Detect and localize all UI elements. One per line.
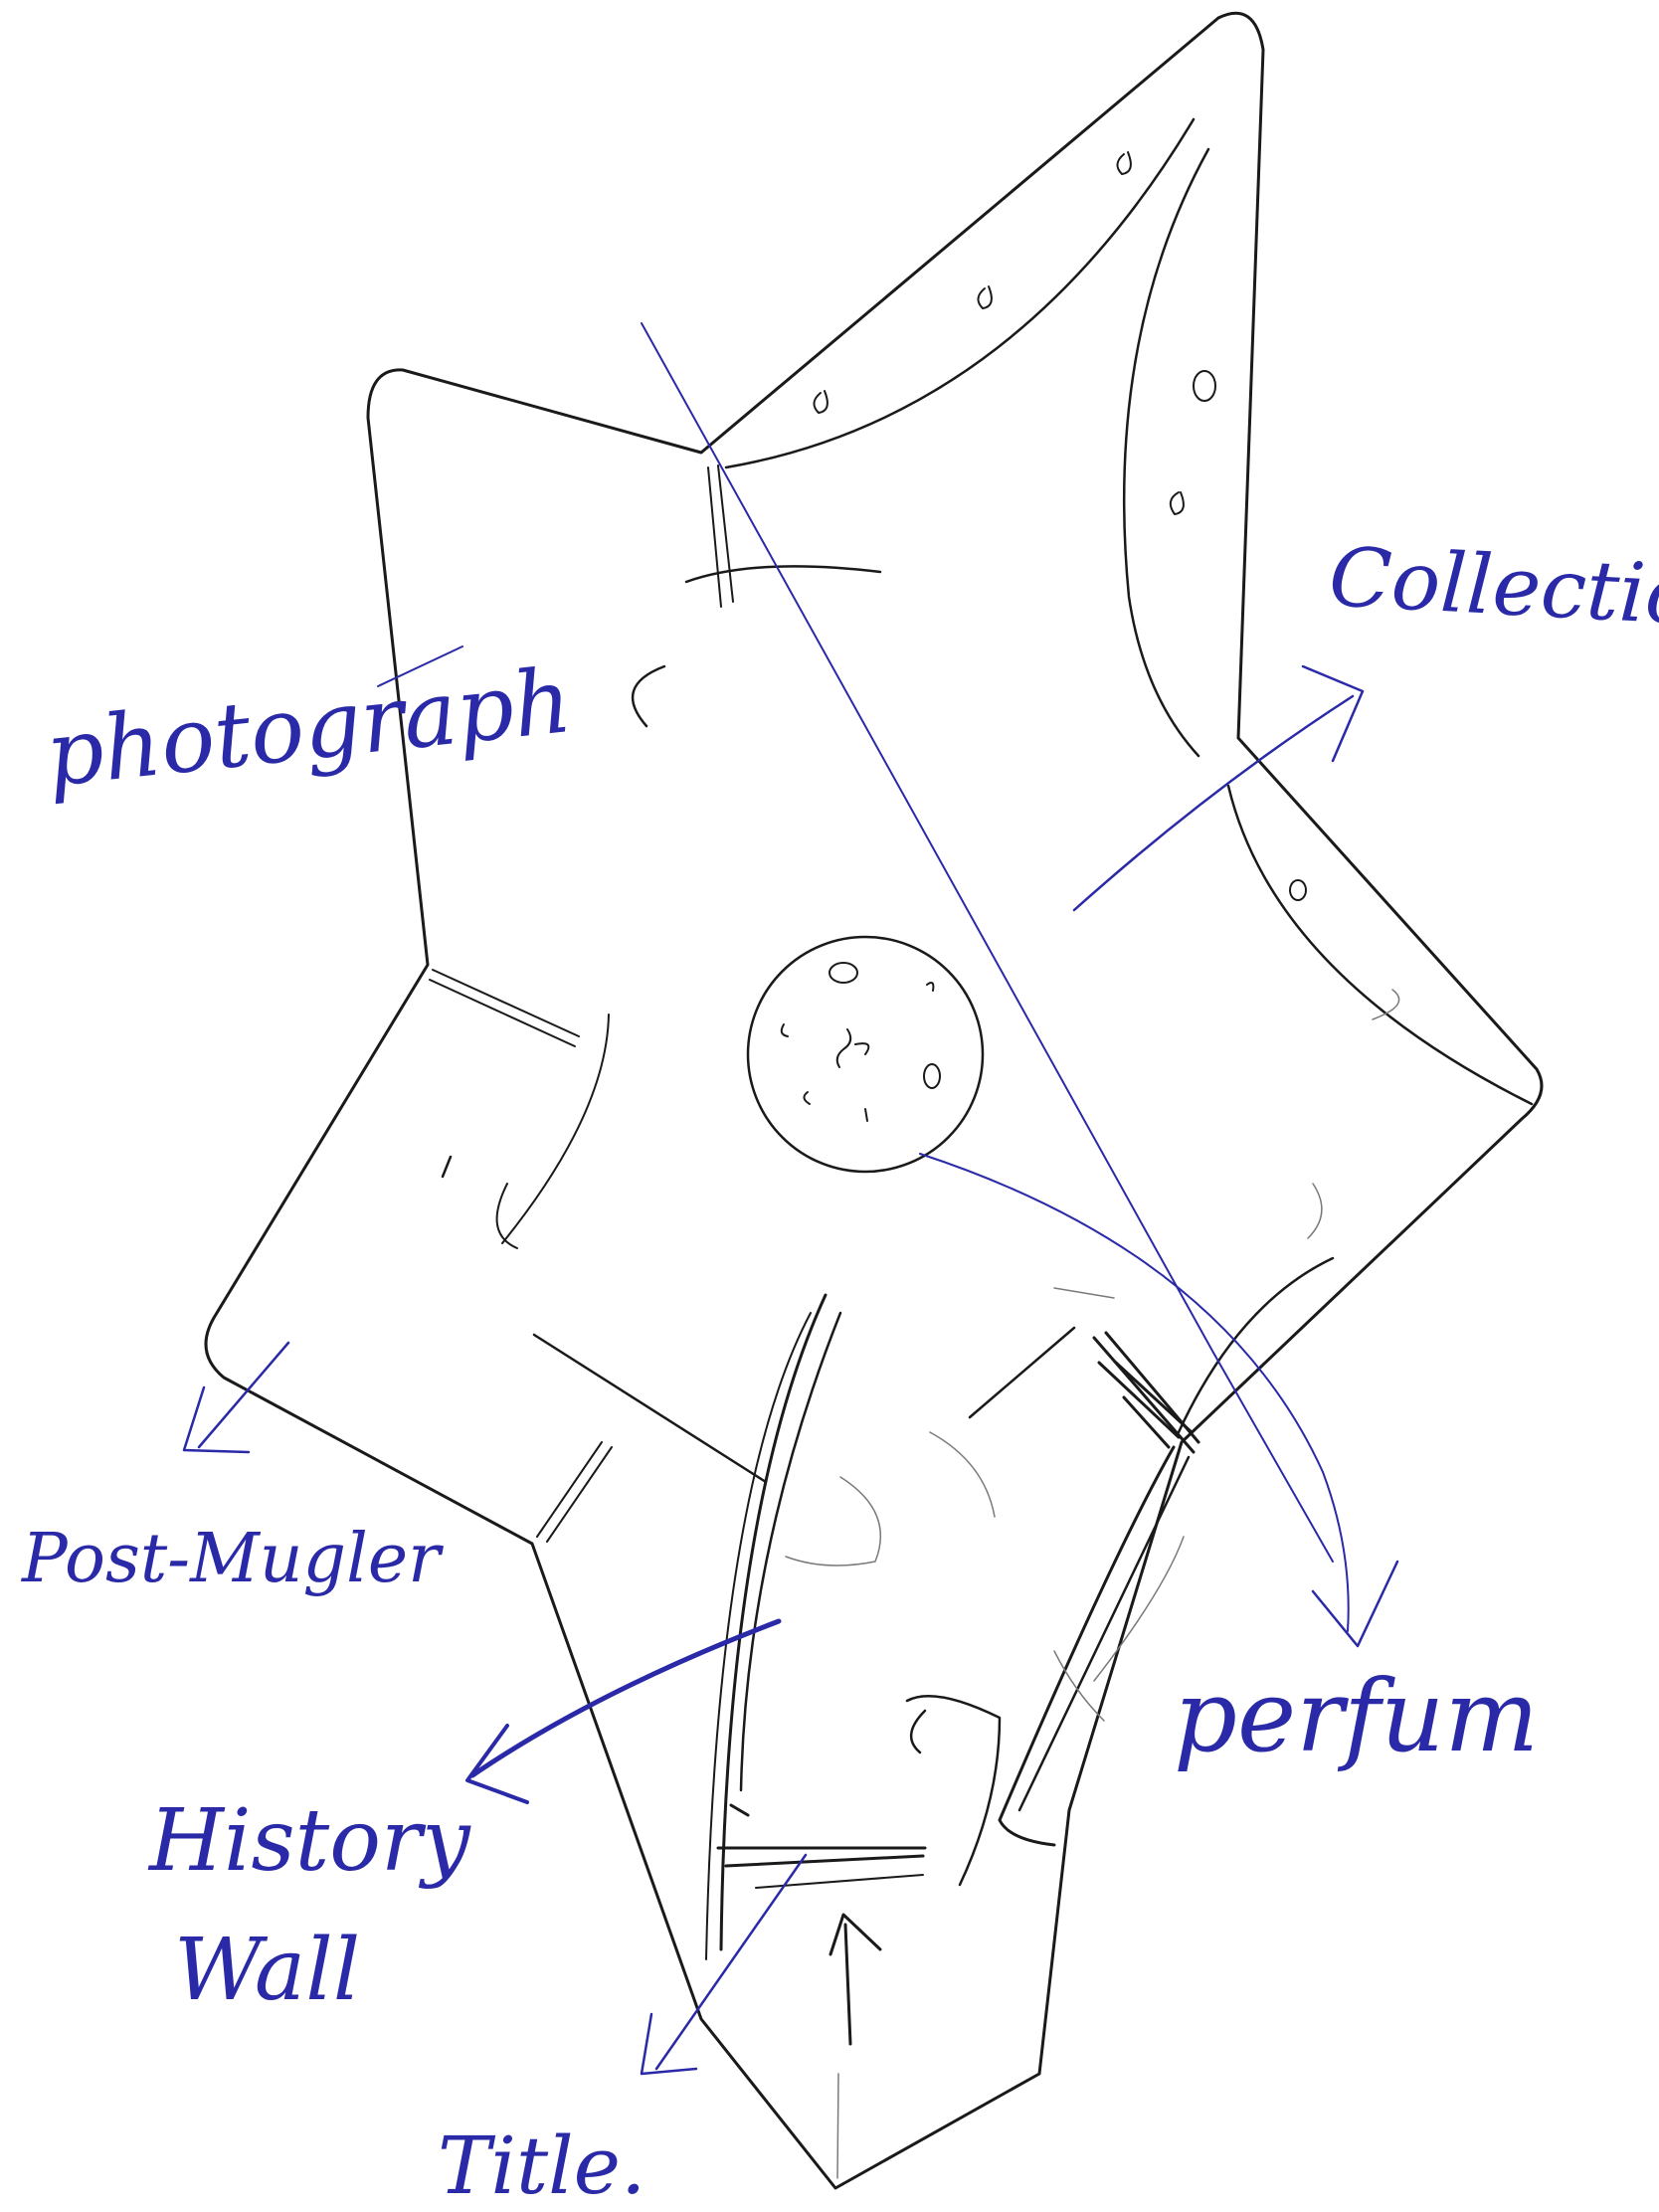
perfum-leader-curve xyxy=(919,1153,1350,1632)
perfume-display-inner xyxy=(1017,1455,1191,1812)
title-arrowhead xyxy=(640,2012,698,2076)
sight-line xyxy=(641,322,1334,1563)
label-history: History xyxy=(147,1791,471,1891)
lower-center-diagonal xyxy=(968,1326,1076,1419)
collections-arrow-shaft xyxy=(1072,694,1355,912)
upper-bench-end xyxy=(631,664,666,728)
title-wall-c xyxy=(755,1874,924,1889)
post-mugler-arrowhead xyxy=(182,1385,251,1454)
left-small-mark xyxy=(441,1155,453,1179)
upper-arm-exhibits xyxy=(813,151,1307,901)
history-wall-tick xyxy=(729,1803,750,1817)
photograph-stroke xyxy=(377,645,463,687)
label-post-mugler: Post-Mugler xyxy=(20,1520,444,1598)
left-inner-hook xyxy=(495,1183,518,1249)
star-outline-path xyxy=(204,11,1544,2190)
center-round-display xyxy=(746,935,985,1174)
bottom-right-curved-wall xyxy=(1177,1256,1335,1434)
history-wall-inner xyxy=(739,1311,842,1792)
handwritten-labels: Collections photograph Post-Mugler perfu… xyxy=(20,530,1659,2212)
upper-entrance-wall-a xyxy=(707,466,722,608)
post-mugler-arrow-shaft xyxy=(197,1341,290,1449)
label-wall: Wall xyxy=(174,1921,360,2020)
title-wall-b xyxy=(724,1854,925,1868)
star-floor-outline xyxy=(204,11,1544,2190)
label-title: Title. xyxy=(438,2120,645,2212)
left-inner-curve xyxy=(501,1014,610,1244)
left-entrance-wall-b xyxy=(429,979,576,1047)
left-entrance-wall-a xyxy=(432,969,580,1037)
center-display-objects xyxy=(780,962,941,1122)
upper-bench-curve xyxy=(684,565,882,584)
right-lower-curved-wall xyxy=(1226,784,1534,1106)
history-arrowhead xyxy=(465,1724,529,1804)
upper-arm-curved-wall xyxy=(724,117,1196,469)
lower-left-entrance-b xyxy=(546,1446,613,1543)
perfume-display-outer xyxy=(998,1445,1176,1847)
perfum-arrowhead xyxy=(1311,1560,1399,1648)
right-arm-curved-wall xyxy=(1122,147,1210,758)
entrance-arrow xyxy=(829,1913,882,2046)
perfume-display-left-end xyxy=(910,1709,927,1754)
history-wall-outer xyxy=(719,1293,828,1951)
hatched-wall-joint xyxy=(1092,1331,1200,1454)
collections-arrowhead xyxy=(1301,664,1365,763)
history-arrow-shaft xyxy=(469,1618,782,1778)
label-perfum: perfum xyxy=(1174,1658,1539,1774)
pencil-guides xyxy=(785,989,1400,2179)
interior-structures xyxy=(429,117,1534,2179)
lower-diagonal-wall xyxy=(532,1333,768,1484)
perfume-display-hook xyxy=(905,1695,1002,1887)
title-arrow-shaft xyxy=(654,1853,808,2071)
upper-entrance-wall-b xyxy=(717,464,734,603)
label-photograph: photograph xyxy=(41,648,576,808)
label-collections: Collections xyxy=(1327,530,1659,648)
lower-left-entrance-a xyxy=(536,1441,603,1538)
history-wall-pencil xyxy=(705,1312,812,1960)
annotations xyxy=(182,322,1399,2076)
